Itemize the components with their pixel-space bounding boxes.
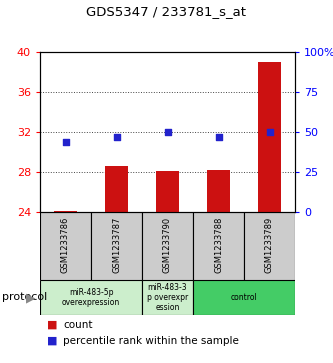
Bar (142, 280, 193, 315)
Point (114, 134, 119, 140)
Text: miR-483-5p
overexpression: miR-483-5p overexpression (62, 288, 120, 307)
Bar (105, 166, 128, 212)
Point (165, 129, 170, 135)
Text: GSM1233789: GSM1233789 (265, 216, 274, 273)
Text: miR-483-3
p overexpr
ession: miR-483-3 p overexpr ession (147, 283, 188, 313)
Bar (54, 211, 77, 212)
Bar (207, 170, 230, 212)
Text: percentile rank within the sample: percentile rank within the sample (63, 336, 239, 346)
Text: control: control (231, 293, 257, 302)
Bar (40, 212, 91, 280)
Text: GSM1233787: GSM1233787 (112, 216, 121, 273)
Bar (193, 280, 295, 315)
Point (216, 134, 221, 140)
Text: ▶: ▶ (26, 291, 36, 304)
Text: GDS5347 / 233781_s_at: GDS5347 / 233781_s_at (87, 5, 246, 18)
Bar (244, 212, 295, 280)
Text: count: count (63, 320, 93, 330)
Bar (258, 62, 281, 212)
Bar (142, 212, 193, 280)
Text: ■: ■ (47, 336, 57, 346)
Bar (156, 171, 179, 212)
Text: ■: ■ (47, 320, 57, 330)
Text: GSM1233790: GSM1233790 (163, 217, 172, 273)
Point (267, 129, 272, 135)
Text: protocol: protocol (2, 293, 47, 302)
Bar (193, 212, 244, 280)
Bar (40, 280, 142, 315)
Text: GSM1233786: GSM1233786 (61, 216, 70, 273)
Point (63, 139, 68, 145)
Bar (91, 212, 142, 280)
Text: GSM1233788: GSM1233788 (214, 216, 223, 273)
